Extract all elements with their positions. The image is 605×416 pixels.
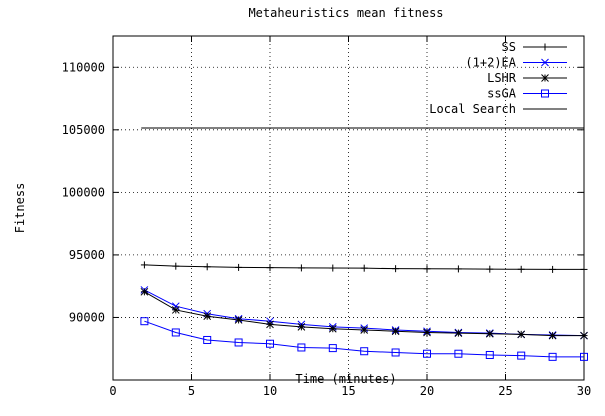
legend-label-lshr: LSHR [487,71,517,85]
data-point-lshr [203,312,212,321]
data-point-ss [360,264,368,272]
data-point-ssga [391,348,400,357]
data-point-lshr [485,329,494,338]
data-point-lshr [454,329,463,337]
axis-ticks: 0 5 10 15 20 25 30 90000 95000 100000 105000 110000 [62,36,591,398]
data-point-ssga [266,339,274,348]
series-lshr [140,287,588,340]
data-point-ssga [234,338,243,347]
data-point-ssga [580,352,588,361]
data-point-lshr [234,316,243,324]
data-point-ssga [328,344,337,353]
data-point-ssga [203,335,212,344]
data-point-lshr [297,322,306,331]
data-point-ssga [423,349,431,358]
data-point-ssga [297,343,306,352]
data-point-ssga [485,350,494,359]
data-point-ss [454,265,462,273]
legend-label-ssga: ssGA [487,87,517,101]
x-tick-label: 15 [341,384,355,398]
series-layer [140,127,588,361]
legend-label-ss: SS [502,40,516,54]
y-tick-label: 110000 [62,60,105,74]
series-ss [140,261,588,273]
data-point-ssga [548,352,557,361]
data-point-ssga [140,317,149,326]
x-axis-label: Time (minutes) [295,372,396,386]
y-axis-label: Fitness [13,183,27,234]
x-tick-label: 20 [420,384,434,398]
data-point-lshr [517,330,526,339]
x-tick-label: 5 [188,384,195,398]
data-point-ss [203,263,211,271]
data-point-lshr [360,326,369,334]
data-point-ssga [360,347,369,356]
data-point-lshr [140,287,149,296]
legend-label-local-search: Local Search [429,102,516,116]
data-point-ss [517,265,525,273]
legend-marker-1-2-ea [541,58,549,67]
y-tick-label: 105000 [62,123,105,137]
data-point-lshr [328,324,337,333]
legend-marker-lshr [541,74,549,82]
data-point-ss [549,265,557,273]
x-tick-label: 30 [577,384,591,398]
data-point-lshr [171,306,180,314]
data-point-ssga [517,351,526,360]
data-point-lshr [266,320,274,329]
data-point-ss [140,261,148,269]
x-tick-label: 25 [498,384,512,398]
data-point-ss [297,264,305,272]
data-point-lshr [548,331,557,340]
data-point-lshr [423,328,431,337]
y-tick-label: 100000 [62,185,105,199]
grid [113,36,584,380]
x-tick-label: 0 [109,384,116,398]
data-point-ss [235,263,243,271]
data-point-lshr [391,327,400,336]
legend-marker-ssga [541,89,549,98]
data-point-ssga [454,349,463,358]
legend-marker-ss [541,43,549,51]
series-ssga [140,317,588,361]
x-tick-label: 10 [263,384,277,398]
data-point-ss [392,265,400,273]
data-point-ss [172,262,180,270]
data-point-lshr [580,331,588,340]
data-point-ssga [171,328,180,337]
y-tick-label: 95000 [69,248,105,262]
series-line-ssga [144,320,584,358]
legend-label-1-2-ea: (1+2)EA [465,56,516,70]
data-point-ss [486,265,494,273]
data-point-ss [423,265,431,273]
y-tick-label: 90000 [69,310,105,324]
data-point-ss [266,264,274,272]
data-point-ss [329,264,337,272]
data-point-ss [580,265,588,273]
chart-title: Metaheuristics mean fitness [248,6,443,20]
